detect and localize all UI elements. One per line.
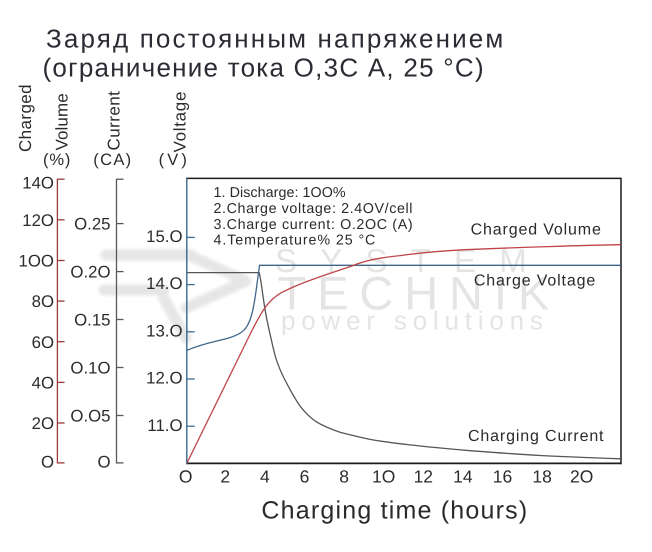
svg-text:Charged: Charged <box>16 84 35 152</box>
svg-text:1О: 1О <box>372 467 395 487</box>
svg-text:12О: 12О <box>22 211 54 230</box>
svg-text:8: 8 <box>339 467 349 487</box>
svg-text:Charging Current: Charging Current <box>468 428 604 445</box>
svg-text:О: О <box>97 452 110 471</box>
svg-text:Current: Current <box>105 91 124 151</box>
svg-text:6О: 6О <box>32 333 54 352</box>
svg-text:Volume: Volume <box>53 93 72 150</box>
svg-text:О.2О: О.2О <box>70 263 110 282</box>
svg-text:(V): (V) <box>159 151 190 169</box>
svg-text:4О: 4О <box>32 374 54 393</box>
svg-text:О.1О: О.1О <box>70 359 110 378</box>
svg-text:15.О: 15.О <box>146 227 182 246</box>
svg-text:12: 12 <box>414 467 433 487</box>
svg-text:(ограничение тока О,3С А, 25 °: (ограничение тока О,3С А, 25 °С) <box>43 52 485 82</box>
svg-text:16: 16 <box>493 467 512 487</box>
svg-text:О.О5: О.О5 <box>70 407 110 426</box>
svg-text:2О: 2О <box>570 467 593 487</box>
svg-text:18: 18 <box>532 467 551 487</box>
svg-text:4: 4 <box>260 467 270 487</box>
svg-text:2: 2 <box>220 467 230 487</box>
svg-text:SYSTEM: SYSTEM <box>275 242 550 279</box>
svg-text:О.25: О.25 <box>74 215 110 234</box>
svg-text:14О: 14О <box>22 173 54 192</box>
svg-text:Заряд постоянным напряжением: Заряд постоянным напряжением <box>46 24 505 54</box>
svg-text:Charged Volume: Charged Volume <box>471 222 602 239</box>
svg-text:2О: 2О <box>32 414 54 433</box>
svg-text:2.Charge voltage: 2.4ОV/cell: 2.Charge voltage: 2.4ОV/cell <box>214 201 414 217</box>
svg-text:О: О <box>179 467 193 487</box>
svg-text:1ОО: 1ОО <box>19 252 54 271</box>
svg-text:13.О: 13.О <box>146 321 182 340</box>
svg-text:Charging time (hours): Charging time (hours) <box>261 497 528 525</box>
svg-text:Charge Voltage: Charge Voltage <box>474 273 596 290</box>
svg-text:4.Temperature% 25 °C: 4.Temperature% 25 °C <box>214 232 377 248</box>
svg-text:6: 6 <box>300 467 310 487</box>
svg-text:power solutions: power solutions <box>281 305 549 335</box>
svg-text:(CA): (CA) <box>93 151 132 169</box>
svg-text:(%): (%) <box>43 151 71 169</box>
svg-text:11.О: 11.О <box>147 416 182 435</box>
svg-text:1. Discharge: 1ОО%: 1. Discharge: 1ОО% <box>214 185 346 201</box>
svg-text:8О: 8О <box>32 292 54 311</box>
svg-text:О.15: О.15 <box>74 311 110 330</box>
svg-text:14: 14 <box>453 467 473 487</box>
svg-text:12.О: 12.О <box>146 369 182 388</box>
svg-text:3.Charge current: О.2ОC (A): 3.Charge current: О.2ОC (A) <box>214 217 414 233</box>
svg-text:О: О <box>41 452 54 471</box>
svg-text:Voltage: Voltage <box>171 91 190 153</box>
svg-text:14.О: 14.О <box>146 274 182 293</box>
